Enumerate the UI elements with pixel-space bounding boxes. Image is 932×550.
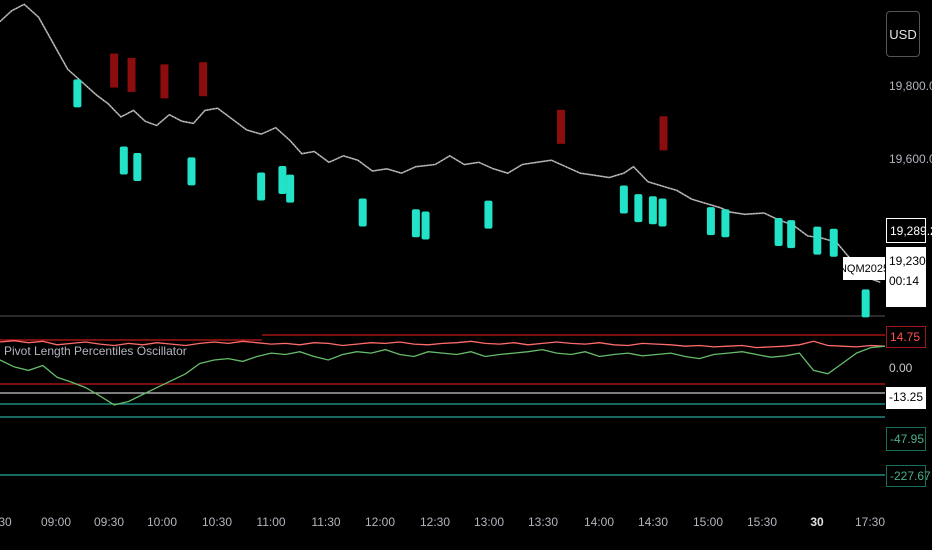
symbol-tag: NQM2025 [839, 257, 889, 280]
bear-marker [110, 53, 119, 88]
oscillator-series [0, 340, 886, 406]
bull-markers [73, 79, 870, 318]
price-candles [0, 3, 881, 283]
bear-marker [160, 64, 169, 99]
bear-marker [659, 116, 668, 151]
osc-green-line [0, 345, 886, 406]
bull-marker [73, 79, 82, 108]
currency-button[interactable]: USD [886, 11, 920, 57]
time-tick: 17:30 [854, 515, 886, 529]
time-tick: 14:30 [637, 515, 669, 529]
bear-markers [110, 53, 668, 151]
bull-marker [787, 220, 796, 249]
time-tick: 09:00 [40, 515, 72, 529]
bull-marker [421, 211, 430, 240]
time-tick: 11:30 [311, 515, 341, 529]
time-tick: 15:30 [746, 515, 778, 529]
bull-marker [257, 172, 266, 201]
bear-marker [556, 109, 565, 144]
time-tick: 09:30 [93, 515, 125, 529]
bear-marker [199, 62, 208, 97]
bull-marker [286, 174, 295, 203]
countdown: 00:14 [889, 274, 920, 288]
osc-low-tag: -47.95 [886, 427, 926, 451]
bull-marker [861, 289, 870, 318]
bull-marker [648, 196, 657, 225]
bull-marker [774, 217, 783, 246]
time-tick: 15:00 [692, 515, 724, 529]
indicator-title: Pivot Length Percentiles Oscillator [4, 344, 187, 358]
time-tick: 10:30 [201, 515, 233, 529]
bull-marker [187, 157, 196, 186]
osc-mid-tag: -13.25 [886, 387, 926, 409]
osc-upper-tag: 14.75 [886, 326, 926, 348]
time-tick: 11:00 [256, 515, 286, 529]
high-price-tag: 19,289.25 [886, 218, 932, 243]
bull-marker [278, 166, 287, 194]
last-price-tag: 19,230.25 00:14 [886, 247, 932, 307]
time-tick: 12:30 [419, 515, 451, 529]
time-tick: 10:00 [146, 515, 178, 529]
bull-marker [133, 153, 142, 182]
bull-marker [706, 207, 715, 236]
bull-marker [813, 226, 822, 255]
price-series [0, 3, 881, 283]
osc-red-line [0, 340, 886, 349]
last-price: 19,230.25 [889, 254, 932, 268]
bull-marker [658, 198, 667, 227]
time-tick: 30 [810, 515, 824, 529]
osc-bottom-tag: -227.67 [886, 465, 931, 487]
price-axis-label: 19,600.00 [889, 152, 932, 166]
time-tick: 13:30 [527, 515, 559, 529]
bull-marker [634, 194, 643, 223]
price-line [0, 3, 881, 283]
bull-marker [119, 146, 128, 175]
osc-zero-tag: 0.00 [889, 361, 913, 375]
bull-marker [411, 209, 420, 238]
time-tick: 13:00 [473, 515, 505, 529]
time-tick: 30 [0, 515, 12, 529]
bull-marker [358, 198, 367, 227]
time-tick: 12:00 [364, 515, 396, 529]
time-tick: 14:00 [583, 515, 615, 529]
bull-marker [721, 209, 730, 238]
bull-marker [484, 200, 493, 229]
bull-marker [829, 228, 838, 257]
bear-marker [127, 57, 136, 92]
price-axis-label: 19,800.00 [889, 79, 932, 93]
bull-marker [619, 185, 628, 214]
